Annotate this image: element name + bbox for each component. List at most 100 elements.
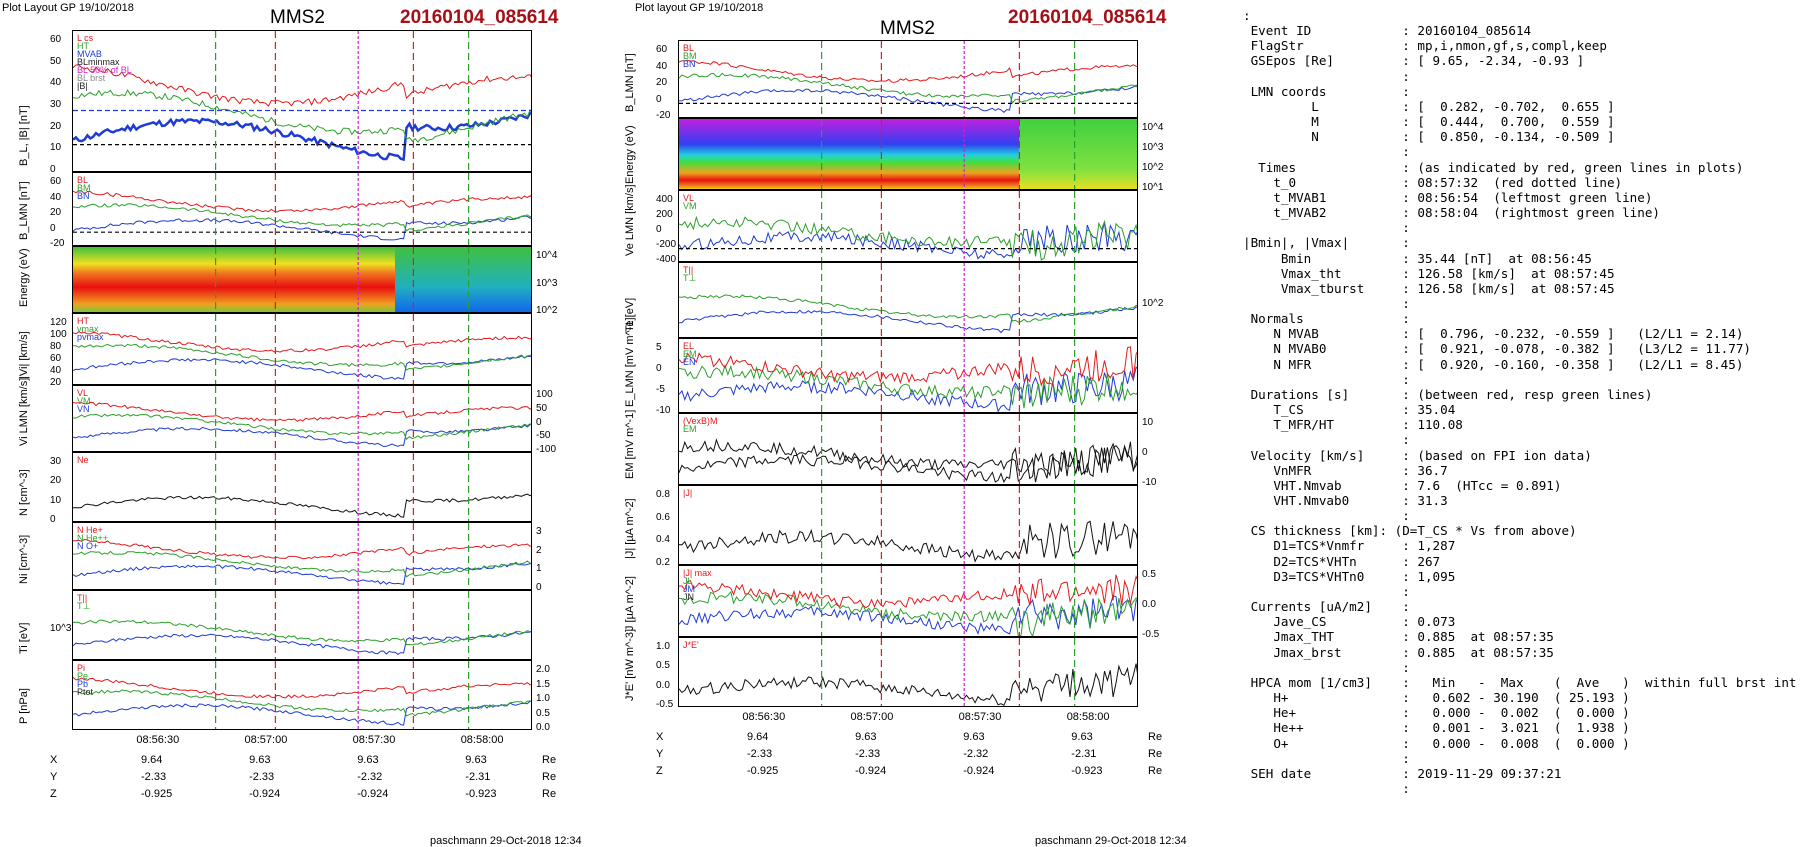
- y-tick-label: 10: [50, 142, 62, 154]
- position-value: 9.63: [855, 731, 877, 743]
- legend-entry: Pb: [77, 679, 89, 689]
- summary-line: FlagStr : mp,i,nmon,gf,s,compl,keep: [1250, 38, 1607, 54]
- y-tick-label: 20: [50, 120, 62, 132]
- spectrogram-region-after: [395, 247, 531, 312]
- position-value: -2.33: [249, 771, 275, 783]
- y-axis-label: J [µA m^-2]: [624, 576, 636, 631]
- y-tick-label: 30: [50, 99, 62, 110]
- series-line: [679, 215, 1137, 261]
- x-tick-label: 08:58:00: [1066, 711, 1110, 723]
- y-tick-label: 1.5: [536, 678, 550, 690]
- y-tick-label: 0.0: [656, 679, 670, 691]
- y-axis-label: |J| [µA m^-2]: [624, 498, 636, 559]
- legend-entry: JM: [683, 584, 695, 594]
- y-tick-label: 0.8: [656, 489, 670, 500]
- series-line: [679, 222, 1137, 260]
- y-axis-label: Energy (eV): [624, 125, 636, 184]
- y-tick-label: 1: [536, 563, 542, 575]
- legend-entry: T⊥: [77, 601, 91, 611]
- right-panel-0: BL BM BN: [678, 40, 1138, 118]
- summary-line: Vmax_tburst : 126.58 [km/s] at 08:57:45: [1280, 280, 1615, 296]
- series-line: [73, 190, 531, 213]
- series-line: [73, 631, 531, 656]
- y-tick-label: -20: [50, 238, 65, 249]
- series-line: [73, 423, 531, 448]
- summary-line: :: [1402, 220, 1410, 236]
- right-panel-6: |J|: [678, 485, 1138, 565]
- summary-line: He++ : 0.001 - 3.021 ( 1.938 ): [1273, 720, 1630, 736]
- position-value: -2.33: [141, 771, 167, 783]
- right-panel-plot: [679, 486, 1137, 564]
- right-panel-plot: [679, 566, 1137, 636]
- summary-line: D1=TCS*Vnmfr : 1,287: [1273, 538, 1456, 554]
- series-line: [73, 343, 531, 371]
- left-panel-plot: [73, 314, 531, 384]
- y-tick-label: 0: [536, 582, 542, 593]
- position-value: -0.924: [855, 765, 887, 777]
- y-tick-label: 10^1: [1142, 182, 1164, 193]
- position-value: -0.925: [747, 765, 779, 777]
- legend-entry: pvmax: [77, 332, 104, 342]
- left-header-small: Plot Layout GP 19/10/2018: [2, 2, 134, 14]
- position-value: 9.64: [141, 754, 163, 766]
- summary-line: Normals :: [1250, 311, 1410, 327]
- series-line: [73, 111, 531, 162]
- position-value: -2.33: [855, 748, 881, 760]
- series-line: [73, 355, 531, 380]
- right-panel-2: VL VM: [678, 190, 1138, 262]
- right-panel-plot: [679, 414, 1137, 484]
- y-tick-label: 0.5: [656, 660, 670, 672]
- summary-line: CS thickness [km]: (D=T_CS * Vs from abo…: [1250, 523, 1577, 539]
- y-tick-label: 80: [50, 341, 62, 352]
- series-line: [73, 619, 531, 646]
- position-unit: Re: [542, 771, 557, 783]
- series-line: [73, 89, 531, 143]
- position-row-label: Z: [656, 765, 663, 777]
- y-tick-label: -0.5: [1142, 629, 1160, 640]
- summary-line: Event ID : 20160104_085614: [1250, 23, 1532, 39]
- x-tick-label: 08:57:30: [352, 734, 396, 746]
- legend-entry: N He++: [77, 533, 109, 543]
- legend-entry: VM: [683, 201, 697, 211]
- y-tick-label: 10^4: [1142, 122, 1164, 133]
- y-tick-label: -10: [1142, 477, 1157, 488]
- y-tick-label: 30: [50, 456, 62, 467]
- position-value: 9.63: [1071, 731, 1093, 743]
- y-tick-label: 0.5: [1142, 569, 1156, 580]
- spectrogram-region-before: [73, 247, 395, 312]
- y-tick-label: 0: [50, 514, 56, 525]
- y-tick-label: 10^2: [536, 305, 558, 316]
- position-row-label: Y: [50, 771, 58, 783]
- summary-line: N MFR : [ 0.920, -0.160, -0.358 ] (L2/L1…: [1273, 356, 1744, 372]
- left-panel-1: BL BM BN: [72, 172, 532, 246]
- series-line: [679, 366, 1137, 412]
- left-panel-plot: [73, 386, 531, 451]
- series-line: [73, 550, 531, 578]
- legend-entry: BN: [77, 191, 90, 201]
- y-axis-label: |Vi| [km/s]: [18, 331, 30, 379]
- summary-line: :: [1402, 780, 1410, 796]
- position-value: -2.32: [963, 748, 989, 760]
- legend-entry: EL: [683, 341, 695, 351]
- legend-entry: HT: [77, 41, 89, 51]
- y-tick-label: 0: [656, 93, 662, 105]
- series-line: [73, 215, 531, 241]
- x-tick-label: 08:57:30: [958, 711, 1002, 723]
- series-line: [679, 346, 1137, 387]
- y-tick-label: 50: [536, 402, 548, 414]
- y-tick-label: 40: [656, 60, 668, 72]
- position-value: -0.924: [249, 788, 281, 800]
- series-line: [679, 595, 1137, 635]
- summary-line: Durations [s] : (between red, resp green…: [1250, 386, 1653, 402]
- right-event-id: 20160104_085614: [1008, 7, 1167, 28]
- series-line: [73, 331, 531, 353]
- legend-entry: Pi: [77, 663, 86, 673]
- position-value: -2.32: [357, 771, 383, 783]
- y-tick-label: 60: [50, 34, 62, 45]
- summary-line: T_MFR/HT : 110.08: [1273, 417, 1463, 433]
- y-axis-label: B_LMN [nT]: [18, 181, 30, 240]
- y-tick-label: 1.0: [536, 693, 550, 704]
- y-axis-label: Energy (eV): [18, 248, 30, 307]
- summary-line: :: [1402, 68, 1410, 84]
- summary-line: T_CS : 35.04: [1273, 402, 1456, 418]
